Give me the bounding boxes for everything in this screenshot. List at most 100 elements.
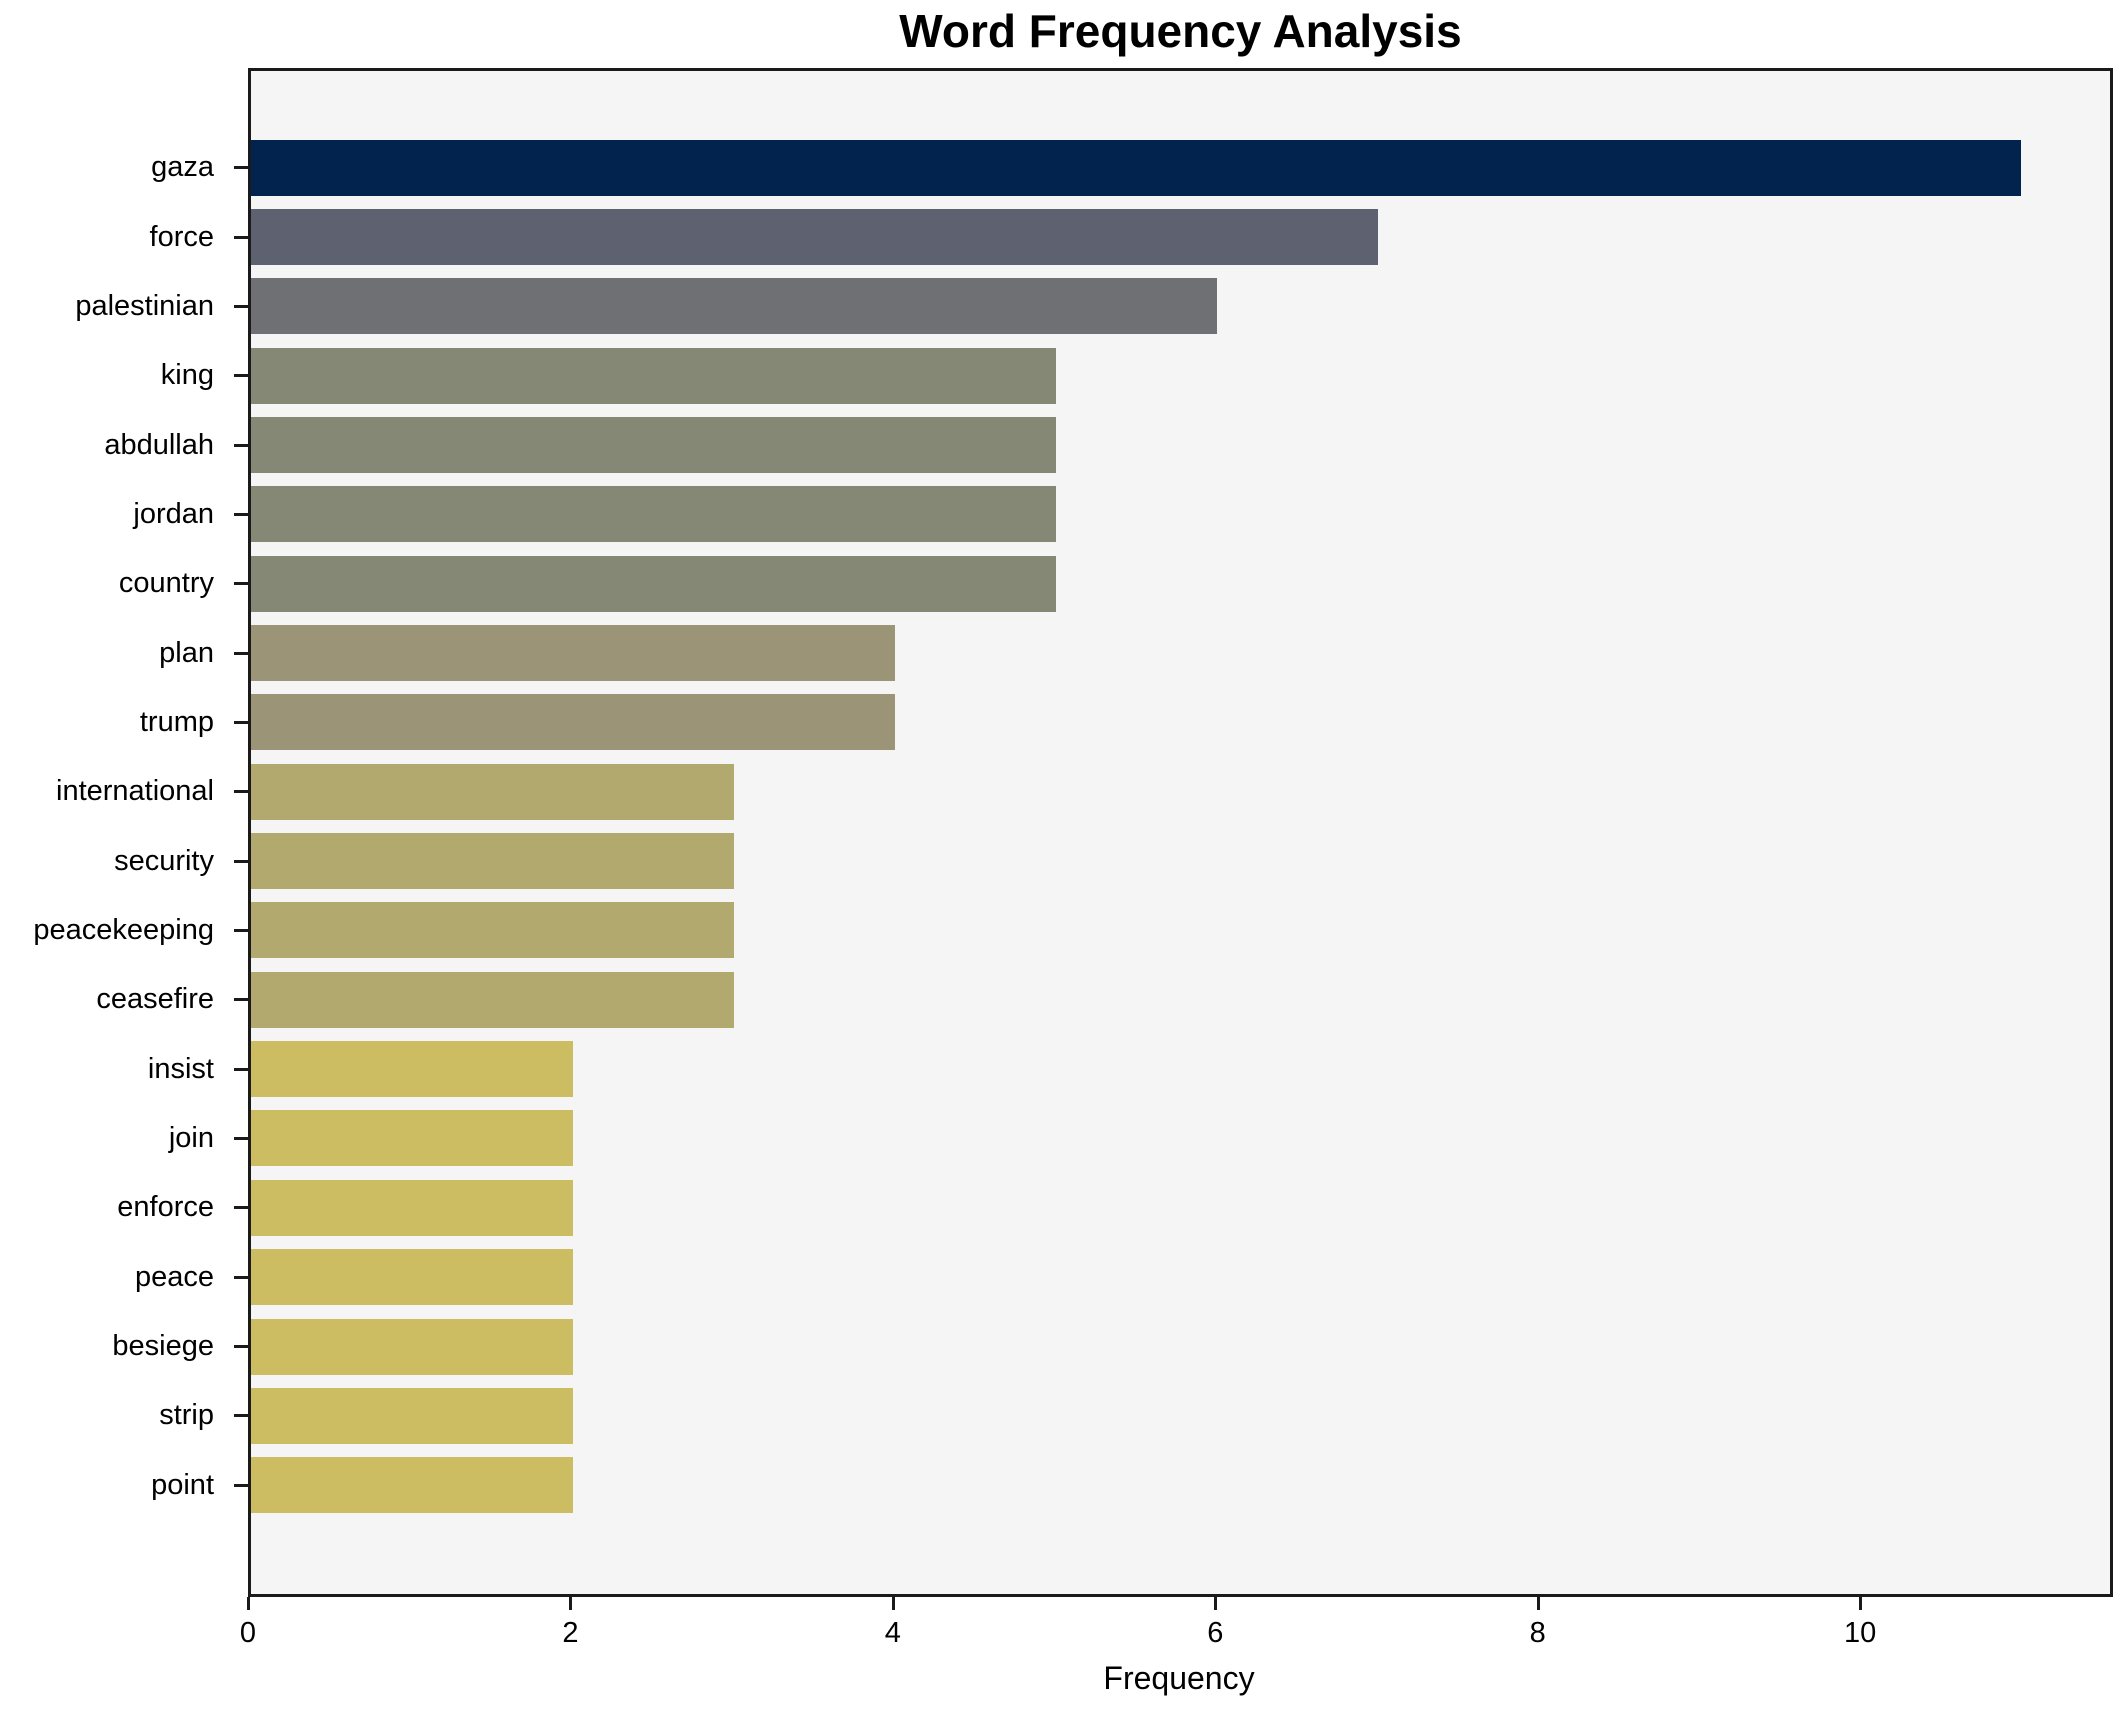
frequency-bar [251,833,734,890]
y-tick-mark [234,1414,248,1418]
frequency-bar [251,486,1056,543]
frequency-bar [251,1110,573,1167]
bar-track [251,549,2110,618]
frequency-bar [251,209,1378,266]
bar-track [251,965,2110,1034]
y-tick-mark [234,1206,248,1210]
bar-row: plan [0,618,2127,687]
y-tick-label: country [118,567,214,600]
frequency-bar [251,139,2022,196]
y-tick-mark [234,235,248,239]
y-tick-label: ceasefire [96,983,214,1016]
x-tick-label: 0 [239,1617,257,1649]
x-tick-mark [1859,1597,1863,1610]
frequency-bar [251,278,1217,335]
y-tick-mark [234,1483,248,1487]
y-tick-mark [234,166,248,170]
bar-row: king [0,341,2127,410]
bar-rows: gaza force palestinian king abdullah jordan co… [0,71,2127,1594]
y-tick-mark [234,512,248,516]
y-tick-mark [234,374,248,378]
y-tick-label: force [149,220,214,253]
x-tick-mark [1214,1597,1218,1610]
y-tick-mark [234,790,248,794]
y-tick-label: king [160,359,214,392]
frequency-bar [251,347,1056,404]
frequency-bar [251,763,734,820]
bar-row: force [0,202,2127,271]
y-tick-mark [234,1136,248,1140]
bar-track [251,896,2110,965]
y-tick-mark [234,859,248,863]
y-tick-label: plan [159,636,214,669]
bar-row: gaza [0,133,2127,202]
bar-track [251,1243,2110,1312]
bar-row: enforce [0,1173,2127,1242]
frequency-bar [251,1249,573,1306]
frequency-bar [251,1041,573,1098]
y-tick-label: besiege [112,1330,214,1363]
bar-row: strip [0,1381,2127,1450]
y-tick-mark [234,1275,248,1279]
bar-row: point [0,1451,2127,1520]
y-tick-label: enforce [117,1191,214,1224]
x-axis: 0 2 4 6 8 10 [240,1597,2110,1657]
x-tick-label: 6 [1207,1617,1224,1649]
y-tick-label: peace [134,1260,214,1293]
y-tick-label: trump [139,705,214,738]
frequency-bar [251,971,734,1028]
y-tick-mark [234,998,248,1002]
bar-row: insist [0,1034,2127,1103]
bar-track [251,826,2110,895]
bar-track [251,410,2110,479]
bar-row: international [0,757,2127,826]
y-tick-label: abdullah [104,428,214,461]
x-tick-label: 10 [1843,1617,1877,1649]
y-tick-label: security [114,844,214,877]
y-tick-mark [234,720,248,724]
y-tick-mark [234,1067,248,1071]
bar-track [251,1451,2110,1520]
bar-track [251,1381,2110,1450]
bar-track [251,1312,2110,1381]
bar-track [251,341,2110,410]
y-tick-label: strip [159,1399,214,1432]
y-tick-label: palestinian [75,289,214,322]
frequency-bar [251,1318,573,1375]
y-tick-mark [234,651,248,655]
y-tick-mark [234,928,248,932]
bar-row: abdullah [0,410,2127,479]
bar-track [251,480,2110,549]
y-tick-label: peacekeeping [33,913,214,946]
x-tick-label: 4 [884,1617,901,1649]
y-tick-label: point [151,1468,214,1501]
chart-title: Word Frequency Analysis [899,5,1462,57]
bar-row: trump [0,688,2127,757]
bar-row: join [0,1104,2127,1173]
bar-track [251,133,2110,202]
frequency-bar [251,625,895,682]
bar-track [251,272,2110,341]
bar-row: country [0,549,2127,618]
x-tick-mark [569,1597,573,1610]
y-tick-label: insist [147,1052,214,1085]
x-tick-label: 2 [562,1617,579,1649]
y-tick-mark [234,582,248,586]
bar-track [251,1173,2110,1242]
x-tick-mark [891,1597,895,1610]
y-tick-mark [234,304,248,308]
bar-row: besiege [0,1312,2127,1381]
bar-row: peacekeeping [0,896,2127,965]
bar-track [251,688,2110,757]
bar-track [251,202,2110,271]
x-axis-label: Frequency [1103,1660,1255,1696]
bar-track [251,1104,2110,1173]
y-tick-mark [234,1345,248,1349]
frequency-bar [251,417,1056,474]
bar-row: peace [0,1243,2127,1312]
frequency-bar [251,555,1056,612]
frequency-bar [251,1179,573,1236]
bar-row: security [0,826,2127,895]
y-tick-mark [234,443,248,447]
